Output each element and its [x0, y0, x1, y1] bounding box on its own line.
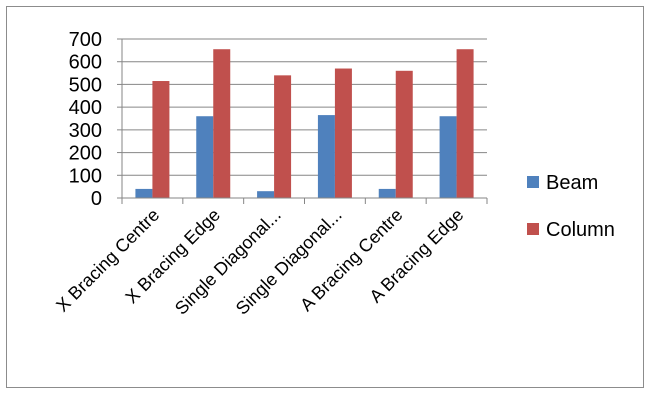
- y-tick-label: 100: [69, 165, 102, 187]
- legend-label-column: Column: [546, 219, 615, 241]
- bar-beam: [257, 191, 275, 198]
- legend: Beam Column: [527, 172, 615, 241]
- bar-column: [152, 81, 170, 198]
- legend-swatch-column: [527, 223, 539, 235]
- y-tick-label: 300: [69, 120, 102, 142]
- bar-beam: [196, 116, 214, 198]
- y-tick-label: 700: [69, 29, 102, 51]
- y-tick-label: 0: [91, 188, 102, 210]
- bar-beam: [135, 188, 153, 198]
- x-tick-label: Single Diagonal...: [232, 205, 346, 319]
- x-tick-label: X Bracing Centre: [52, 205, 163, 316]
- bar-column: [456, 49, 474, 198]
- bar-beam: [439, 116, 457, 198]
- axes: [117, 38, 488, 204]
- bar-column: [274, 75, 292, 198]
- x-tick-label: Single Diagonal...: [171, 205, 285, 319]
- y-tick-label: 400: [69, 97, 102, 119]
- legend-swatch-beam: [527, 176, 539, 188]
- legend-label-beam: Beam: [546, 172, 598, 194]
- x-tick-label: A Bracing Centre: [296, 205, 406, 315]
- y-tick-label: 200: [69, 143, 102, 165]
- gridlines: [122, 38, 487, 176]
- bar-column: [334, 68, 352, 199]
- bar-beam: [317, 115, 335, 198]
- y-tick-label: 600: [69, 52, 102, 74]
- bars: [135, 49, 474, 199]
- y-tick-label: 500: [69, 74, 102, 96]
- bar-beam: [378, 188, 396, 198]
- bar-column: [213, 49, 231, 198]
- bar-column: [395, 70, 413, 198]
